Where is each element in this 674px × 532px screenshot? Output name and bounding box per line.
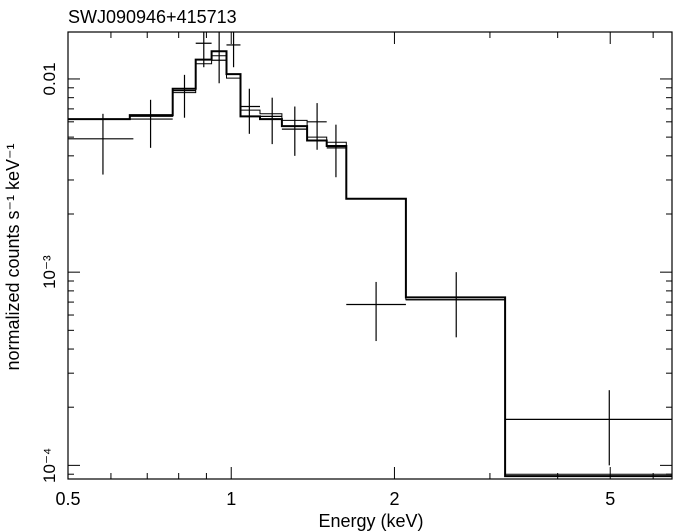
data-point	[260, 97, 282, 145]
x-axis-label: Energy (keV)	[318, 511, 423, 531]
axis-tick-labels: 0.5 1 2 5 0.01 10⁻³ 10⁻⁴	[40, 62, 615, 509]
data-point	[226, 32, 241, 68]
data-point	[68, 113, 134, 175]
x-tick-label: 5	[605, 489, 615, 509]
data-point	[240, 88, 261, 134]
y-tick-label: 10⁻⁴	[40, 448, 59, 483]
data-point	[129, 99, 173, 148]
y-tick-label: 10⁻³	[40, 255, 59, 289]
x-tick-label: 0.5	[55, 489, 80, 509]
y-tick-label: 0.01	[40, 62, 59, 95]
data-point	[211, 32, 227, 84]
model-curve-1	[68, 50, 672, 478]
y-axis-label: normalized counts s⁻¹ keV⁻¹	[3, 143, 23, 370]
data-point	[505, 390, 672, 466]
plot-frame	[67, 31, 673, 480]
data-points	[68, 32, 672, 466]
data-point	[281, 106, 308, 156]
data-point	[326, 124, 347, 178]
axis-ticks	[67, 32, 672, 479]
x-tick-label: 2	[389, 489, 399, 509]
model-curves	[68, 50, 672, 478]
data-point	[405, 272, 506, 338]
chart-title: SWJ090946+415713	[68, 7, 237, 27]
x-tick-label: 1	[226, 489, 236, 509]
plot-axes	[67, 31, 673, 480]
data-point	[307, 103, 327, 150]
data-point	[172, 74, 196, 118]
data-point	[346, 281, 406, 342]
data-point	[195, 32, 212, 68]
